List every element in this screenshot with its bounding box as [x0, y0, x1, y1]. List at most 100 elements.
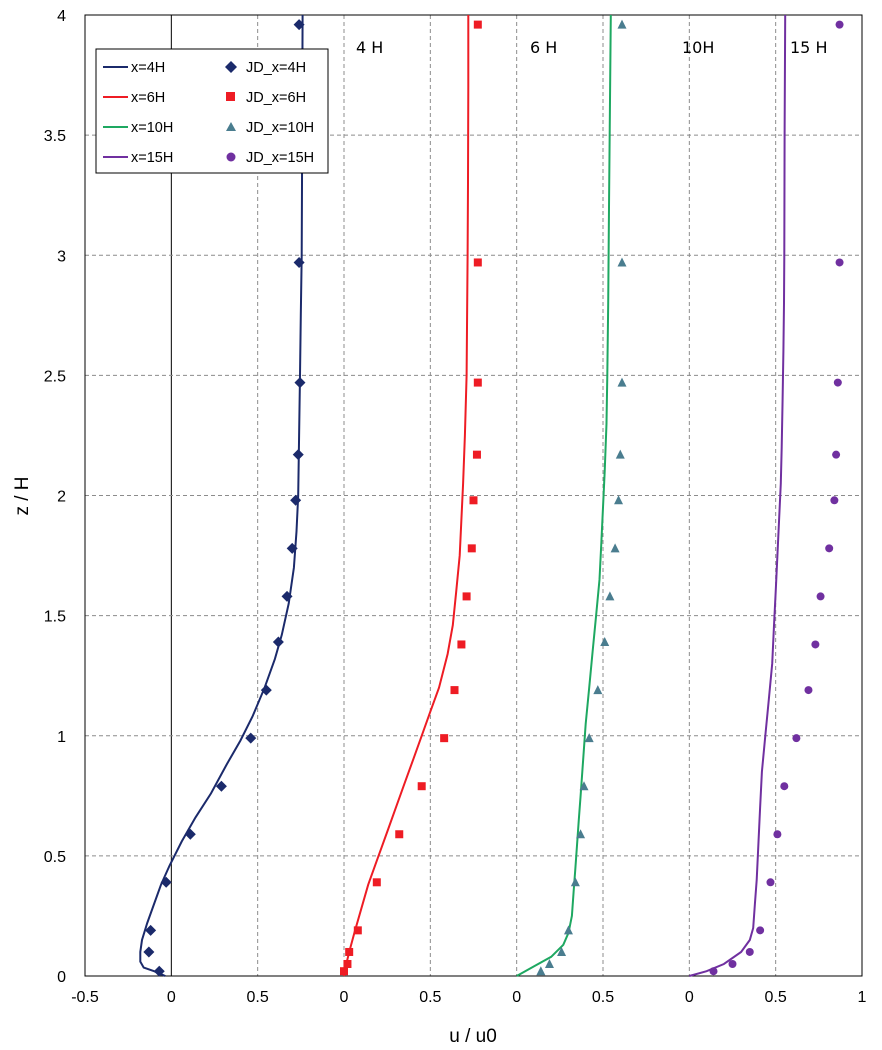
- data-point: [260, 684, 272, 696]
- data-point: [472, 450, 481, 459]
- data-point: [773, 830, 782, 839]
- data-point: [833, 378, 842, 387]
- series-jd-x-10h: [536, 19, 627, 976]
- legend-label-x10h: x=10H: [131, 120, 173, 136]
- legend-entry-x10h: x=10H: [103, 120, 173, 136]
- legend-entry-jd-x10h: JD_x=10H: [226, 120, 314, 136]
- x-tick-label: 0: [167, 989, 176, 1006]
- data-point: [835, 258, 844, 267]
- data-point: [593, 685, 603, 695]
- station-label-15h: 15 H: [790, 38, 827, 57]
- legend-entry-jd-x4h: JD_x=4H: [225, 60, 306, 76]
- data-point: [576, 829, 586, 839]
- x-tick-label: 0.5: [247, 989, 269, 1006]
- data-point: [544, 958, 554, 968]
- data-point: [450, 686, 459, 695]
- series-x-6h: [343, 15, 470, 977]
- series-x-4h: [139, 14, 304, 977]
- data-point: [340, 967, 348, 976]
- legend-entry-jd-x15h: JD_x=15H: [226, 150, 314, 166]
- x-tick-label: 0.5: [592, 989, 614, 1006]
- legend-label-x15h: x=15H: [131, 150, 173, 166]
- data-point: [745, 947, 754, 956]
- data-point: [293, 19, 305, 31]
- data-point: [160, 876, 172, 888]
- data-point: [372, 878, 381, 887]
- data-point: [343, 959, 352, 968]
- legend-marker-triangle: [226, 122, 236, 131]
- station-label-4h: 4 H: [356, 38, 383, 57]
- data-point: [615, 449, 625, 459]
- data-point: [153, 965, 165, 977]
- series-line: [343, 15, 470, 977]
- station-label-6h: 6 H: [530, 38, 557, 57]
- x-axis-title: u / u0: [449, 1026, 497, 1047]
- station-label-10h: 10H: [682, 38, 714, 57]
- series-x-15h: [689, 14, 787, 977]
- data-point: [145, 924, 157, 936]
- series-jd-x-6h: [340, 20, 482, 976]
- data-point: [473, 378, 482, 387]
- y-tick-label: 1: [57, 729, 66, 746]
- y-tick-label: 2: [57, 489, 66, 506]
- data-point: [292, 449, 304, 461]
- x-tick-label: 0: [512, 989, 521, 1006]
- legend-entry-x15h: x=15H: [103, 150, 173, 166]
- data-point: [290, 494, 302, 506]
- data-point: [462, 592, 471, 601]
- legend-label-jd-x15h: JD_x=15H: [246, 150, 314, 166]
- y-tick-label: 0.5: [44, 849, 66, 866]
- legend-entry-x6h: x=6H: [103, 90, 165, 106]
- series-x-10h: [516, 14, 612, 977]
- data-point: [395, 830, 404, 839]
- data-point: [286, 542, 298, 554]
- legend-label-jd-x10h: JD_x=10H: [246, 120, 314, 136]
- data-point: [756, 926, 765, 935]
- data-point: [557, 946, 567, 956]
- y-tick-label: 3.5: [44, 128, 66, 145]
- data-point: [345, 947, 354, 956]
- data-point: [610, 543, 620, 553]
- data-point: [804, 686, 813, 695]
- data-point: [215, 780, 227, 792]
- data-point: [709, 967, 718, 976]
- x-tick-label: 0: [340, 989, 349, 1006]
- data-point: [353, 926, 362, 935]
- series-line: [689, 14, 787, 977]
- data-point: [570, 877, 580, 887]
- data-point: [617, 377, 627, 387]
- series-line: [516, 14, 612, 977]
- legend-label-jd-x6h: JD_x=6H: [246, 90, 306, 106]
- y-tick-label: 4: [57, 8, 66, 25]
- data-point: [536, 966, 546, 976]
- data-point: [816, 592, 825, 601]
- legend-marker-circle: [226, 152, 236, 162]
- data-point: [825, 544, 834, 553]
- data-point: [830, 496, 839, 505]
- series-jd-x-15h: [709, 20, 844, 976]
- x-tick-label: 1: [858, 989, 867, 1006]
- data-point: [605, 591, 615, 601]
- data-point: [617, 19, 627, 29]
- legend-marker-diamond: [225, 61, 237, 73]
- data-point: [417, 782, 426, 791]
- data-point: [440, 734, 449, 743]
- data-point: [469, 496, 478, 505]
- data-point: [835, 20, 844, 29]
- data-point: [293, 256, 305, 268]
- x-tick-label: 0.5: [765, 989, 787, 1006]
- series-jd-x-4h: [143, 19, 306, 977]
- legend-entry-x4h: x=4H: [103, 60, 165, 76]
- legend-marker-square: [226, 92, 235, 101]
- legend-box: [95, 48, 329, 174]
- data-point: [792, 734, 801, 743]
- series-layer: [139, 14, 844, 977]
- data-point: [600, 637, 610, 647]
- legend-label-x6h: x=6H: [131, 90, 165, 106]
- data-point: [584, 733, 594, 743]
- y-tick-label: 0: [57, 969, 66, 986]
- data-point: [811, 640, 820, 649]
- y-tick-label: 1.5: [44, 609, 66, 626]
- data-point: [579, 781, 589, 791]
